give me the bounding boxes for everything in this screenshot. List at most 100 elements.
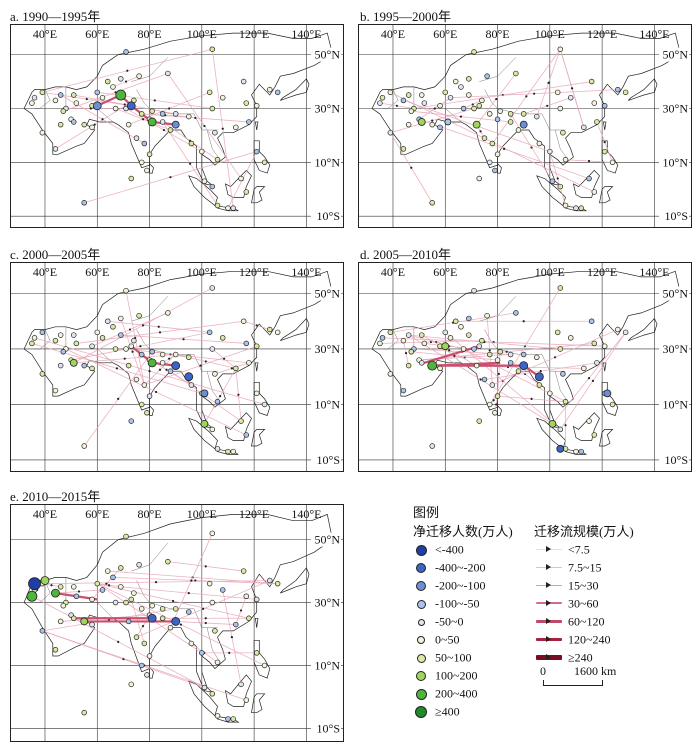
- map-panel-e: 40°E 60°E 80°E 100°E 120°E 140°E 50°N 30°N 10°N 1…: [10, 504, 344, 742]
- city-marker: [243, 100, 250, 106]
- flow-arrow-head: [141, 625, 145, 628]
- flow-arrow-head: [222, 357, 226, 360]
- city-marker: [201, 178, 208, 184]
- hub-marker: [147, 613, 157, 623]
- city-marker: [138, 111, 145, 117]
- legend-flow-arrow-symbol: [534, 613, 564, 629]
- city-marker: [267, 577, 273, 584]
- legend-dot-symbol: [413, 649, 435, 665]
- city-marker: [507, 351, 514, 358]
- city-marker: [81, 121, 87, 128]
- flow-arrow-head: [131, 350, 134, 353]
- flow-arrow-head: [433, 107, 436, 110]
- city-marker: [144, 672, 150, 678]
- city-marker: [238, 418, 244, 424]
- panel-a-title: a. 1990—1995年: [10, 9, 101, 24]
- city-marker: [214, 156, 221, 163]
- city-marker: [267, 86, 273, 93]
- latitude-label: 10°N: [663, 155, 689, 169]
- city-marker: [209, 599, 216, 606]
- flow-arrow-head: [123, 357, 126, 360]
- flow-arrow-head: [239, 609, 243, 612]
- city-marker: [507, 111, 514, 117]
- legend-flow-arrow-symbol: [534, 559, 564, 575]
- city-marker: [141, 382, 148, 388]
- latitude-label-bg: [659, 341, 689, 356]
- legend-item-label: 15~30: [568, 578, 599, 593]
- land-outline: [253, 639, 271, 679]
- border-line: [193, 113, 218, 131]
- flow-legend-item: 60~120: [534, 612, 605, 628]
- city-marker: [452, 318, 459, 324]
- legend-item-label: <-400: [435, 542, 464, 557]
- city-marker: [138, 606, 145, 612]
- city-marker: [554, 89, 561, 96]
- city-marker: [125, 121, 132, 128]
- legend-item-label: -200~-100: [435, 578, 486, 593]
- city-marker: [172, 111, 179, 117]
- land-outline: [572, 412, 600, 441]
- land-outline: [628, 78, 658, 101]
- city-marker: [609, 401, 616, 408]
- flow-arrow-head: [505, 350, 508, 353]
- legend-dot-symbol: [413, 631, 435, 647]
- city-marker: [57, 362, 64, 369]
- latitude-label-bg: [311, 101, 341, 116]
- city-marker: [567, 335, 574, 341]
- land-outline: [253, 140, 271, 174]
- latitude-label-bg: [311, 209, 341, 224]
- flow-arrow-head: [479, 130, 482, 133]
- longitude-label: 100°E: [187, 27, 217, 41]
- hub-marker: [92, 101, 102, 111]
- city-marker: [520, 351, 527, 358]
- city-marker: [201, 684, 208, 691]
- city-marker: [567, 94, 574, 101]
- net-migration-legend-item: -50~0: [413, 612, 464, 628]
- latitude-label: 50°N: [663, 287, 689, 301]
- legend-flow-arrow-symbol: [534, 577, 564, 593]
- longitude-label: 140°E: [639, 265, 669, 279]
- flow-legend-title: 迁移流规模(万人): [534, 524, 634, 539]
- flow-arrow-head: [204, 565, 207, 568]
- city-marker: [573, 205, 579, 211]
- longitude-label: 120°E: [239, 507, 269, 521]
- city-marker: [212, 371, 218, 377]
- longitude-label: 120°E: [239, 27, 269, 41]
- net-migration-legend-item: <-400: [413, 540, 464, 556]
- scale-end-label: 1600 km: [574, 664, 617, 678]
- border-line: [34, 580, 51, 603]
- city-marker: [186, 609, 192, 615]
- border-line: [206, 371, 221, 402]
- latitude-label-bg: [659, 397, 689, 412]
- flow-arrow-head: [187, 592, 190, 595]
- city-marker: [57, 121, 64, 128]
- city-marker: [94, 89, 101, 96]
- latitude-label-bg: [311, 452, 341, 467]
- legend-item-label: 100~200: [435, 668, 478, 683]
- city-marker: [146, 393, 153, 399]
- flow-arrow-head: [168, 357, 171, 360]
- border-line: [541, 354, 566, 372]
- city-marker: [233, 621, 239, 628]
- longitude-label: 80°E: [137, 265, 161, 279]
- city-marker: [214, 446, 221, 452]
- legend-item-label: ≥400: [435, 704, 460, 719]
- city-marker: [578, 448, 584, 455]
- panel-c-title: c. 2000—2005年: [10, 247, 101, 262]
- flow-arrow-head: [459, 115, 463, 118]
- city-marker: [246, 360, 252, 366]
- flow-arrow-head: [429, 340, 432, 344]
- city-marker: [112, 599, 119, 606]
- city-marker: [492, 167, 498, 174]
- city-marker: [52, 146, 59, 152]
- latitude-label-bg: [311, 397, 341, 412]
- flow-arrow-head: [126, 69, 129, 72]
- city-marker: [159, 111, 166, 117]
- longitude-label: 60°E: [433, 265, 457, 279]
- city-marker: [225, 205, 231, 211]
- flow-arrow-head: [204, 621, 207, 625]
- city-marker: [60, 602, 67, 609]
- latitude-label: 10°S: [665, 209, 688, 223]
- net-migration-legend-item: 200~400: [413, 684, 478, 700]
- city-marker: [149, 348, 155, 355]
